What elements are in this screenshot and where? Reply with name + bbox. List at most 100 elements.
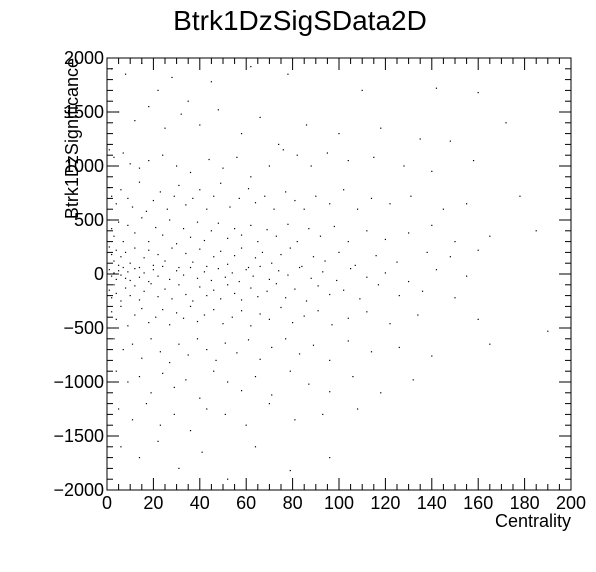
data-point [227, 263, 229, 265]
data-point [150, 283, 152, 285]
plot-frame [106, 57, 572, 491]
data-point [338, 133, 340, 135]
data-point [312, 344, 315, 346]
data-point [238, 197, 240, 199]
data-point [289, 469, 291, 472]
data-point [162, 372, 164, 374]
y-tick-label: 0 [94, 264, 104, 284]
x-tick-label: 20 [143, 493, 163, 513]
data-point [124, 73, 127, 75]
data-point [231, 316, 233, 318]
y-tick-label: 1000 [64, 156, 104, 176]
data-point [196, 320, 199, 323]
data-point [173, 413, 175, 415]
data-point [380, 392, 382, 394]
data-point [210, 279, 212, 282]
data-point [164, 288, 166, 290]
data-point [259, 358, 261, 360]
data-point [356, 208, 359, 210]
data-point [268, 278, 270, 280]
data-point [354, 264, 356, 266]
data-point [124, 277, 127, 279]
data-point [111, 311, 113, 313]
y-axis-title: Btrk1DzSignificance [62, 58, 82, 219]
x-tick-label: 180 [510, 493, 540, 513]
data-point [347, 160, 349, 162]
data-point [275, 235, 277, 237]
data-point [206, 208, 208, 210]
data-point [189, 305, 192, 307]
data-point [289, 370, 291, 372]
data-point [145, 210, 148, 212]
data-point [305, 300, 308, 302]
data-point [421, 290, 424, 292]
data-point [375, 255, 377, 257]
data-point [227, 478, 229, 480]
data-point [111, 195, 113, 197]
data-point [159, 351, 161, 353]
data-point [319, 235, 322, 237]
data-point [124, 251, 127, 253]
data-point [477, 249, 479, 251]
data-point [366, 276, 368, 278]
data-point [152, 199, 154, 202]
data-point [143, 257, 145, 259]
data-point [477, 318, 479, 320]
data-point [155, 316, 157, 318]
data-point [138, 266, 141, 269]
data-point [120, 300, 122, 302]
data-point [157, 275, 159, 277]
data-point [329, 203, 331, 205]
data-point [466, 275, 468, 277]
data-point [398, 295, 400, 297]
x-tick-label: 120 [370, 493, 400, 513]
data-point [271, 346, 273, 349]
data-point [296, 154, 298, 156]
data-point [122, 152, 124, 154]
data-point [134, 268, 136, 270]
data-point [120, 256, 122, 258]
data-point [298, 266, 301, 269]
data-point [120, 446, 122, 448]
data-point [254, 446, 257, 448]
data-point [166, 208, 168, 210]
data-point [141, 357, 143, 359]
data-point [359, 298, 361, 300]
data-point [157, 253, 159, 256]
data-point [185, 252, 187, 255]
data-point [343, 289, 345, 291]
data-point [113, 338, 115, 340]
data-point [176, 165, 178, 167]
x-tick-label: 100 [324, 493, 354, 513]
data-point [229, 206, 231, 208]
data-point [294, 199, 296, 202]
data-point [111, 253, 113, 256]
data-point [113, 235, 115, 237]
y-tick-label: 1500 [64, 102, 104, 122]
data-point [196, 338, 199, 340]
data-point [280, 253, 282, 256]
data-point [389, 323, 391, 325]
data-point [138, 376, 141, 378]
x-tick-label: 80 [283, 493, 303, 513]
data-point [252, 275, 254, 277]
data-point [417, 314, 419, 316]
chart-title: Btrk1DzSigSData2D [173, 5, 427, 36]
y-tick-label: −1000 [53, 372, 104, 392]
data-point [217, 268, 219, 270]
data-point [431, 355, 433, 357]
data-point [370, 351, 373, 353]
data-point [159, 424, 161, 426]
data-point [157, 89, 159, 91]
data-point [162, 309, 164, 311]
data-point [134, 314, 136, 316]
data-point [141, 217, 143, 219]
data-point [213, 256, 215, 258]
data-point [224, 276, 226, 278]
data-point [227, 381, 229, 383]
data-point [326, 152, 328, 154]
data-point [169, 361, 171, 364]
data-point [108, 149, 110, 151]
data-point [254, 202, 257, 204]
data-point [224, 342, 226, 344]
